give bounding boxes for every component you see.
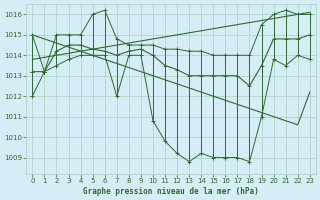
X-axis label: Graphe pression niveau de la mer (hPa): Graphe pression niveau de la mer (hPa) — [83, 187, 259, 196]
